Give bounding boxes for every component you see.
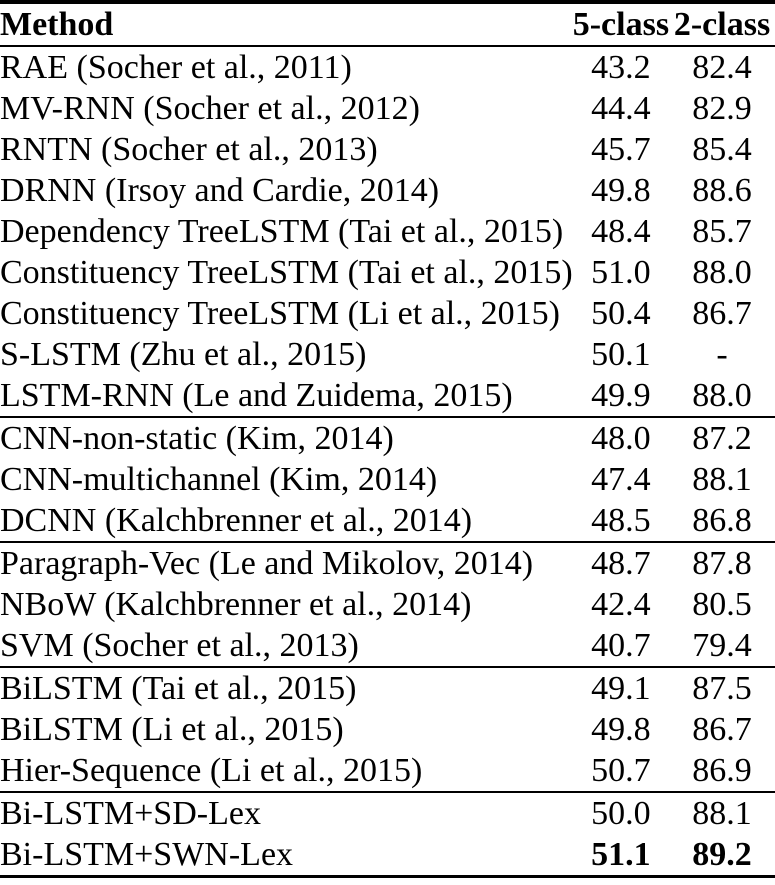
table-row: S-LSTM (Zhu et al., 2015) 50.1 - [0, 334, 775, 375]
method-cell: DRNN (Irsoy and Cardie, 2014) [0, 171, 440, 209]
table-row: Paragraph-Vec (Le and Mikolov, 2014) 48.… [0, 541, 775, 584]
two-class-value-cell: 82.4 [692, 48, 752, 86]
two-class-value-cell: 86.7 [692, 294, 752, 332]
table-row: SVM (Socher et al., 2013) 40.7 79.4 [0, 625, 775, 667]
two-class-value-cell: 87.8 [669, 541, 775, 584]
table-header: Method 5-class 2-class [0, 2, 775, 47]
two-class-value-cell: 89.2 [692, 835, 752, 873]
two-class-value-cell: - [716, 335, 728, 373]
two-class-value-cell: 88.0 [692, 253, 752, 291]
table-row: MV-RNN (Socher et al., 2012) 44.4 82.9 [0, 88, 775, 129]
five-class-value-cell: 49.8 [591, 171, 651, 209]
five-class-value-cell: 50.7 [591, 751, 651, 789]
method-cell: Constituency TreeLSTM (Tai et al., 2015) [0, 253, 573, 291]
method-cell: DCNN (Kalchbrenner et al., 2014) [0, 501, 473, 539]
table-header-row: Method 5-class 2-class [0, 2, 775, 47]
five-class-value-cell: 45.7 [591, 130, 651, 168]
table-row: Bi-LSTM+SD-Lex 50.0 88.1 [0, 791, 775, 834]
two-class-value-cell: 88.1 [669, 791, 775, 834]
method-cell: RAE (Socher et al., 2011) [0, 48, 352, 86]
two-class-value-cell: 85.7 [692, 212, 752, 250]
five-class-value-cell: 42.4 [591, 585, 651, 623]
column-header-2class: 2-class [669, 2, 775, 47]
five-class-value-cell: 48.0 [572, 416, 670, 459]
table-row: RNTN (Socher et al., 2013) 45.7 85.4 [0, 129, 775, 170]
two-class-value-cell: 82.9 [692, 89, 752, 127]
five-class-value-cell: 50.1 [591, 335, 651, 373]
table-row: CNN-multichannel (Kim, 2014) 47.4 88.1 [0, 459, 775, 500]
table-row: NBoW (Kalchbrenner et al., 2014) 42.4 80… [0, 584, 775, 625]
method-cell: Bi-LSTM+SWN-Lex [0, 835, 294, 873]
five-class-value-cell: 48.5 [591, 501, 651, 539]
five-class-value-cell: 43.2 [591, 48, 651, 86]
two-class-value-cell: 80.5 [692, 585, 752, 623]
column-header-5class: 5-class [572, 2, 670, 47]
method-cell: Dependency TreeLSTM (Tai et al., 2015) [0, 212, 564, 250]
table-row: Constituency TreeLSTM (Li et al., 2015) … [0, 293, 775, 334]
two-class-value-cell: 88.1 [692, 460, 752, 498]
five-class-value-cell: 51.0 [591, 253, 651, 291]
table-row: Bi-LSTM+SWN-Lex 51.1 89.2 [0, 834, 775, 877]
five-class-value-cell: 49.9 [591, 376, 651, 414]
method-cell: RNTN (Socher et al., 2013) [0, 130, 378, 168]
two-class-value-cell: 86.8 [692, 501, 752, 539]
five-class-value-cell: 51.1 [591, 835, 651, 873]
method-cell: BiLSTM (Li et al., 2015) [0, 710, 344, 748]
method-cell: CNN-multichannel (Kim, 2014) [0, 460, 438, 498]
column-header-method: Method [0, 2, 573, 47]
two-class-value-cell: 87.2 [669, 416, 775, 459]
five-class-value-cell: 49.1 [572, 666, 670, 709]
table-row: LSTM-RNN (Le and Zuidema, 2015) 49.9 88.… [0, 375, 775, 417]
method-cell: S-LSTM (Zhu et al., 2015) [0, 335, 367, 373]
method-cell: Bi-LSTM+SD-Lex [0, 791, 573, 834]
table-row: Constituency TreeLSTM (Tai et al., 2015)… [0, 252, 775, 293]
five-class-value-cell: 50.4 [591, 294, 651, 332]
method-cell: SVM (Socher et al., 2013) [0, 626, 359, 664]
two-class-value-cell: 86.7 [692, 710, 752, 748]
table-row: RAE (Socher et al., 2011) 43.2 82.4 [0, 46, 775, 88]
table-row: Hier-Sequence (Li et al., 2015) 50.7 86.… [0, 750, 775, 792]
method-cell: BiLSTM (Tai et al., 2015) [0, 666, 573, 709]
table-row: Dependency TreeLSTM (Tai et al., 2015) 4… [0, 211, 775, 252]
method-cell: Constituency TreeLSTM (Li et al., 2015) [0, 294, 561, 332]
five-class-value-cell: 49.8 [591, 710, 651, 748]
two-class-value-cell: 88.6 [692, 171, 752, 209]
method-cell: CNN-non-static (Kim, 2014) [0, 416, 573, 459]
five-class-value-cell: 44.4 [591, 89, 651, 127]
table-body: RAE (Socher et al., 2011) 43.2 82.4 MV-R… [0, 46, 775, 877]
five-class-value-cell: 48.7 [572, 541, 670, 584]
two-class-value-cell: 79.4 [692, 626, 752, 664]
two-class-value-cell: 86.9 [692, 751, 752, 789]
five-class-value-cell: 47.4 [591, 460, 651, 498]
method-cell: LSTM-RNN (Le and Zuidema, 2015) [0, 376, 513, 414]
two-class-value-cell: 88.0 [692, 376, 752, 414]
two-class-value-cell: 85.4 [692, 130, 752, 168]
table-row: BiLSTM (Tai et al., 2015) 49.1 87.5 [0, 666, 775, 709]
five-class-value-cell: 48.4 [591, 212, 651, 250]
five-class-value-cell: 50.0 [572, 791, 670, 834]
method-cell: MV-RNN (Socher et al., 2012) [0, 89, 420, 127]
method-cell: Paragraph-Vec (Le and Mikolov, 2014) [0, 541, 573, 584]
method-cell: Hier-Sequence (Li et al., 2015) [0, 751, 423, 789]
table-row: DCNN (Kalchbrenner et al., 2014) 48.5 86… [0, 500, 775, 542]
table-row: CNN-non-static (Kim, 2014) 48.0 87.2 [0, 416, 775, 459]
table-row: BiLSTM (Li et al., 2015) 49.8 86.7 [0, 709, 775, 750]
table-row: DRNN (Irsoy and Cardie, 2014) 49.8 88.6 [0, 170, 775, 211]
five-class-value-cell: 40.7 [591, 626, 651, 664]
two-class-value-cell: 87.5 [669, 666, 775, 709]
method-cell: NBoW (Kalchbrenner et al., 2014) [0, 585, 472, 623]
